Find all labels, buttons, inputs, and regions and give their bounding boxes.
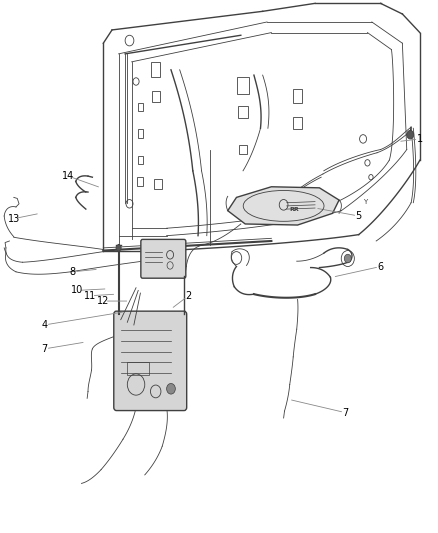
Bar (138, 103, 143, 111)
Bar (293, 90, 302, 103)
Bar (238, 107, 248, 118)
Bar (237, 77, 249, 94)
Bar (138, 176, 144, 186)
Text: 4: 4 (41, 320, 47, 330)
Text: 8: 8 (70, 267, 76, 277)
Text: 2: 2 (185, 290, 191, 301)
Text: 11: 11 (84, 290, 96, 301)
Polygon shape (228, 187, 339, 225)
Circle shape (344, 254, 351, 263)
Text: 7: 7 (41, 344, 47, 354)
Bar (154, 179, 162, 189)
Text: 13: 13 (8, 214, 20, 224)
Text: Y: Y (363, 199, 367, 205)
Bar (293, 117, 302, 129)
Bar (138, 130, 143, 138)
Bar (127, 362, 149, 375)
Text: 7: 7 (343, 408, 349, 418)
Bar (239, 145, 247, 155)
Text: RR: RR (289, 207, 299, 212)
Bar (151, 62, 160, 77)
Text: 10: 10 (71, 286, 83, 295)
Text: 6: 6 (378, 262, 384, 271)
Circle shape (116, 245, 121, 251)
Text: 5: 5 (356, 211, 362, 221)
Bar (152, 91, 159, 102)
Text: 12: 12 (97, 296, 110, 306)
Circle shape (407, 131, 414, 139)
Circle shape (166, 383, 175, 394)
Bar (138, 156, 143, 165)
FancyBboxPatch shape (141, 239, 186, 278)
Text: 1: 1 (417, 134, 423, 144)
Text: 14: 14 (62, 171, 74, 181)
FancyBboxPatch shape (114, 311, 187, 410)
